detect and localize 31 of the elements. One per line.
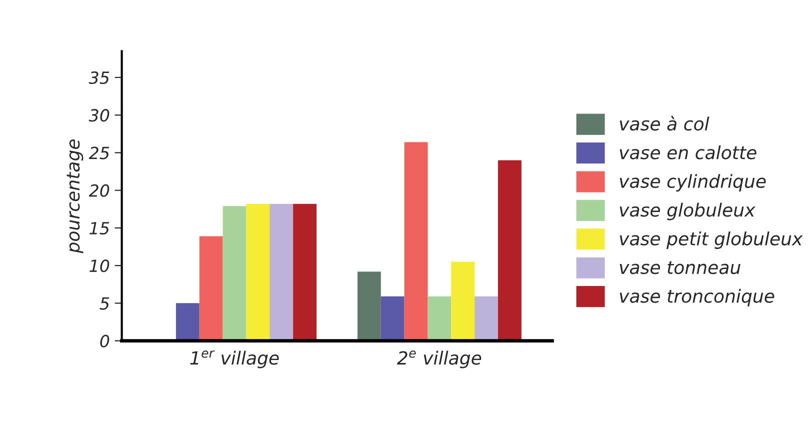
- bar: [357, 272, 381, 341]
- y-tick-label: 20: [88, 184, 110, 197]
- bar: [222, 206, 246, 341]
- bar: [451, 262, 475, 341]
- legend-label: vase cylindrique: [620, 174, 766, 192]
- legend-label: vase tronconique: [620, 288, 774, 306]
- y-tick-label: 5: [100, 297, 110, 310]
- bar: [380, 296, 404, 341]
- bar: [199, 236, 223, 341]
- y-tick-label: 35: [88, 71, 110, 84]
- x-tick-label: 2$^{e}$ village: [396, 350, 482, 368]
- legend-label: vase à col: [620, 116, 710, 131]
- y-tick-label: 10: [90, 260, 110, 272]
- y-tick-label: 0: [100, 334, 110, 348]
- bar: [474, 296, 498, 341]
- bar: [270, 204, 294, 341]
- y-tick-label: 25: [88, 146, 110, 160]
- bar: [428, 296, 452, 341]
- legend-label: vase en calotte: [620, 145, 756, 160]
- legend-label: vase tonneau: [620, 261, 740, 274]
- bar: [176, 303, 200, 341]
- y-tick-label: 15: [90, 222, 110, 235]
- bar: [498, 160, 522, 341]
- y-tick-label: 30: [88, 109, 110, 122]
- bar: [293, 204, 316, 341]
- legend-label: vase globuleux: [620, 202, 756, 220]
- x-tick-label: 1$^{er}$ village: [190, 350, 279, 368]
- legend-label: vase petit globuleux: [620, 231, 803, 249]
- bar: [246, 204, 270, 341]
- bar: [404, 142, 428, 341]
- y-axis-title: pourcentage: [66, 139, 84, 254]
